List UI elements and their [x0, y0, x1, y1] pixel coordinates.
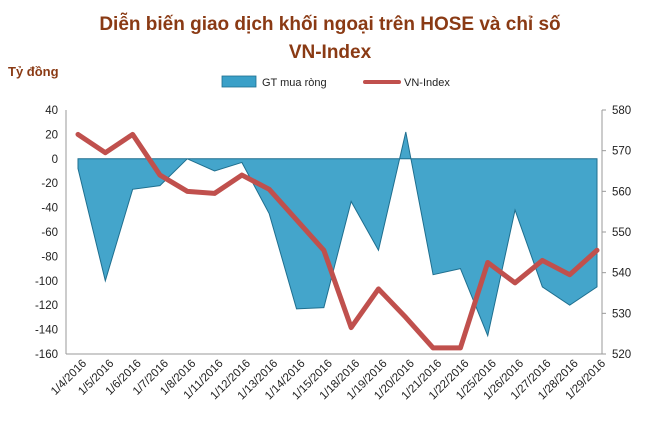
area-point [132, 188, 134, 190]
area-point [241, 161, 243, 163]
line-point [157, 172, 163, 178]
right-axis-ticks: 580 570 560 550 540 530 520 [602, 105, 631, 361]
left-tick-label: 20 [45, 129, 58, 141]
line-point [430, 345, 436, 351]
area-point [596, 286, 598, 288]
area-point [159, 185, 161, 187]
line-point [75, 132, 81, 137]
area-point [405, 131, 407, 133]
area-point [514, 209, 516, 211]
line-point [403, 315, 408, 320]
left-axis-ticks: 40 20 0 -20 -40 -60 -80 -100 -120 -140 -160 [35, 105, 58, 361]
area-point [214, 170, 216, 172]
right-tick-label: 530 [612, 308, 631, 320]
line-point [212, 191, 217, 196]
legend-label-line: VN-Index [404, 77, 450, 89]
line-point [294, 217, 299, 222]
area-point [541, 286, 543, 288]
line-point [348, 325, 354, 330]
right-tick-label: 540 [612, 268, 631, 280]
legend-swatch-area [221, 75, 257, 88]
line-point [594, 248, 600, 253]
line-point [540, 258, 545, 263]
line-point [267, 187, 272, 192]
area-point [377, 249, 379, 251]
line-point [567, 272, 572, 277]
area-point [104, 280, 106, 282]
left-tick-label: -20 [41, 178, 58, 190]
series-line-vn-index [75, 131, 600, 351]
area-point [487, 335, 489, 337]
left-tick-label: 0 [52, 154, 58, 166]
line-point [321, 248, 327, 253]
series-line-points [75, 132, 600, 351]
area-point [459, 268, 461, 270]
line-point [485, 260, 490, 265]
area-point [323, 307, 325, 309]
area-point [569, 304, 571, 306]
line-point [103, 150, 108, 155]
area-point [432, 274, 434, 276]
right-tick-label: 520 [612, 349, 631, 361]
x-axis-ticks: 1/4/20161/5/20161/6/20161/7/20161/8/2016… [49, 358, 608, 403]
left-axis-label: Tỷ đồng [8, 64, 59, 79]
right-tick-label: 550 [612, 227, 631, 239]
left-tick-label: -120 [35, 300, 58, 312]
left-tick-label: -80 [41, 251, 58, 263]
right-tick-label: 570 [612, 146, 631, 158]
line-point [185, 189, 190, 194]
legend: GT mua ròng VN-Index [221, 75, 450, 89]
area-point [77, 168, 79, 170]
series-area-gt-mua-rong [77, 131, 598, 338]
left-tick-label: -40 [41, 203, 58, 215]
chart-title-line-1: Diễn biến giao dịch khối ngoại trên HOSE… [99, 13, 561, 35]
left-tick-label: -100 [35, 276, 58, 288]
left-tick-label: -140 [35, 325, 58, 337]
line-point [458, 345, 463, 351]
legend-label-area: GT mua ròng [262, 77, 327, 89]
area-point [268, 213, 270, 215]
line-point [239, 172, 245, 178]
line-point [376, 286, 381, 292]
area-point [350, 201, 352, 203]
chart-title-line-2: VN-Index [289, 42, 372, 63]
right-tick-label: 580 [612, 105, 631, 117]
left-tick-label: -60 [41, 227, 58, 239]
right-tick-label: 560 [612, 186, 631, 198]
line-point [130, 132, 135, 137]
line-point [512, 280, 518, 286]
area-point [186, 158, 188, 160]
left-tick-label: -160 [35, 349, 58, 361]
area-point [296, 308, 298, 310]
left-tick-label: 40 [45, 105, 58, 117]
